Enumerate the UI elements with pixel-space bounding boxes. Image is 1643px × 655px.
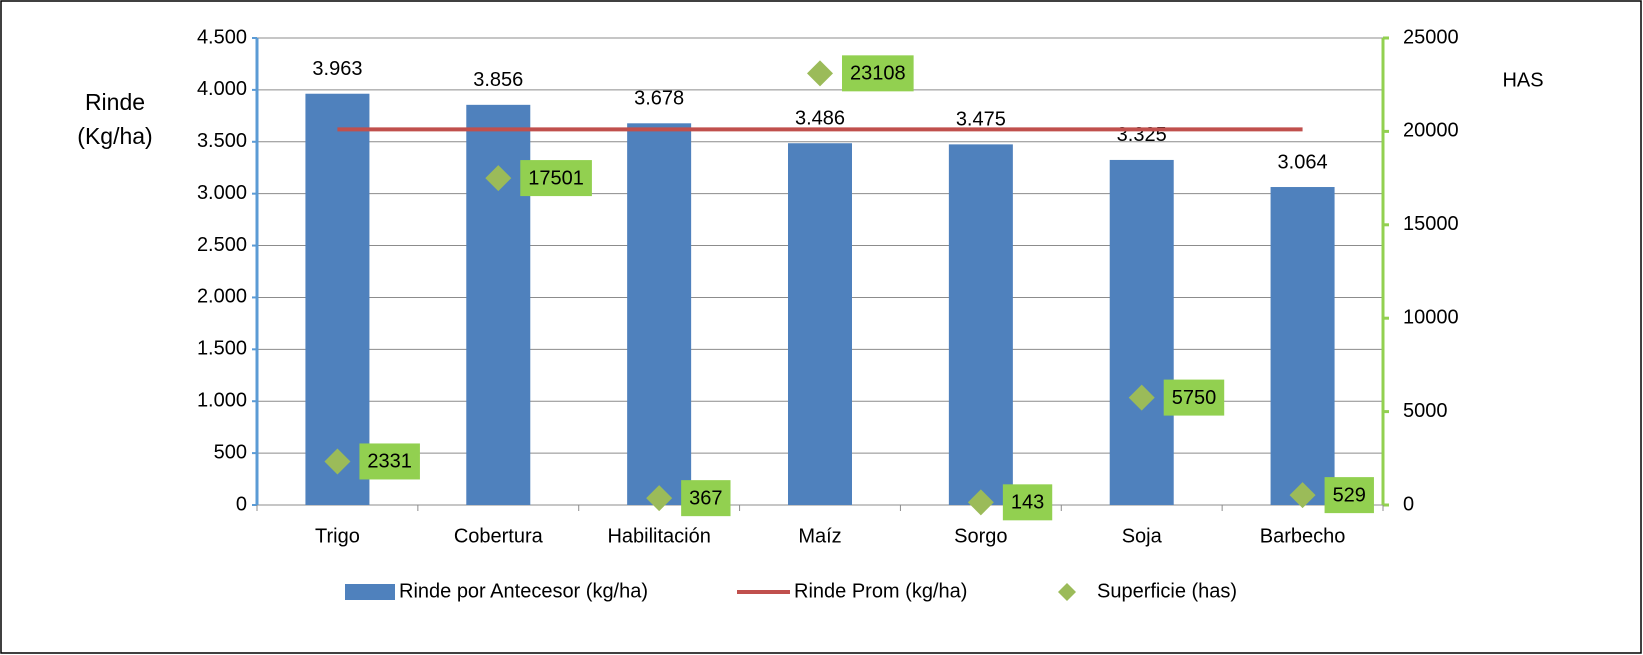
scatter-point (1289, 482, 1316, 509)
point-label-box (1002, 484, 1053, 521)
scatter-point (485, 165, 512, 192)
bar-value-label: 3.064 (1278, 151, 1328, 173)
bar (305, 93, 370, 505)
bar-value-label: 3.486 (795, 108, 845, 130)
x-tick-label: Barbecho (1260, 525, 1346, 547)
point-label: 5750 (1172, 387, 1217, 409)
scatter-point (967, 489, 994, 516)
x-tick-label: Sorgo (954, 525, 1007, 547)
y-tick-label: 2.500 (197, 234, 247, 256)
point-label-box (681, 480, 731, 517)
y-tick-label: 1.500 (197, 338, 247, 360)
y2-axis-title: HAS (1502, 69, 1543, 91)
point-label-box (359, 443, 420, 480)
scatter-point (807, 60, 833, 87)
bar-value-label: 3.963 (312, 58, 362, 80)
y-tick-label: 2.000 (197, 286, 247, 308)
legend-label: Rinde Prom (kg/ha) (794, 580, 967, 602)
bar (627, 123, 692, 506)
y2-tick-label: 20000 (1403, 120, 1459, 142)
bar (788, 143, 852, 506)
legend-swatch (345, 584, 395, 600)
y-tick-label: 4.000 (197, 78, 247, 100)
bar (948, 144, 1013, 505)
legend-label: Superficie (has) (1097, 580, 1237, 602)
y-tick-label: 3.000 (197, 182, 247, 204)
point-label: 143 (1011, 492, 1044, 514)
y-tick-label: 1.000 (197, 390, 247, 412)
point-label-box (842, 55, 914, 92)
y2-tick-label: 15000 (1403, 213, 1459, 235)
x-tick-label: Trigo (315, 525, 360, 547)
point-label: 23108 (850, 63, 906, 85)
point-label-box (520, 160, 592, 197)
bar-value-label: 3.856 (473, 69, 523, 91)
point-label: 529 (1333, 484, 1366, 506)
point-label: 367 (689, 487, 722, 509)
scatter-point (1128, 384, 1155, 411)
scatter-point (324, 448, 351, 475)
point-label: 17501 (528, 167, 584, 189)
bar (1109, 159, 1174, 505)
y2-tick-label: 10000 (1403, 306, 1459, 328)
y-axis-title: Rinde (85, 89, 145, 115)
y-tick-label: 4.500 (197, 26, 247, 48)
y-axis-title: (Kg/ha) (77, 123, 152, 149)
legend-swatch (1058, 583, 1076, 601)
x-tick-label: Habilitación (607, 525, 710, 547)
y-tick-label: 500 (214, 441, 247, 463)
y2-tick-label: 0 (1403, 493, 1414, 515)
y-tick-label: 0 (236, 493, 247, 515)
scatter-point (646, 485, 673, 512)
bar-value-label: 3.475 (956, 109, 1006, 131)
x-tick-label: Soja (1122, 525, 1163, 547)
y2-tick-label: 5000 (1403, 400, 1448, 422)
x-tick-label: Maíz (798, 525, 841, 547)
point-label: 2331 (367, 451, 412, 473)
bar (1270, 187, 1335, 505)
point-label-box (1324, 477, 1374, 514)
y-tick-label: 3.500 (197, 130, 247, 152)
y2-tick-label: 25000 (1403, 26, 1459, 48)
bar-value-label: 3.678 (634, 88, 684, 110)
point-label-box (1163, 379, 1225, 416)
legend-label: Rinde por Antecesor (kg/ha) (399, 580, 648, 602)
x-tick-label: Cobertura (454, 525, 544, 547)
